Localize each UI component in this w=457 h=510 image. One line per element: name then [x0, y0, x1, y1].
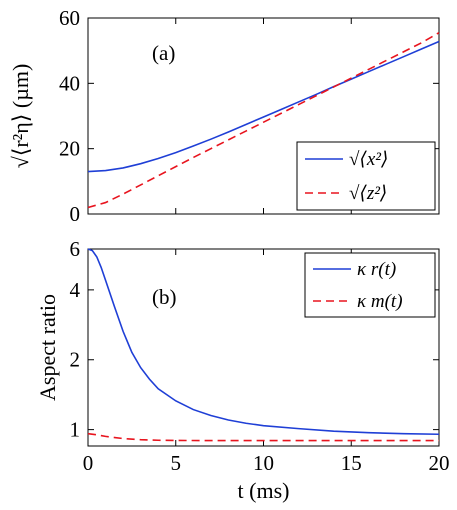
y-tick-label: 1 — [70, 418, 81, 442]
legend-box — [296, 141, 436, 211]
series-line — [87, 432, 439, 442]
legend-entry: √⟨x²⟩ — [349, 149, 388, 170]
y-tick-label: 20 — [59, 137, 80, 161]
legend: κ r(t) κ m(t) — [304, 252, 436, 318]
y-tick-label: 2 — [70, 348, 81, 372]
panel-label: (a) — [152, 41, 175, 65]
x-tick-label: 10 — [253, 451, 274, 475]
legend-entry: √⟨z²⟩ — [349, 183, 387, 204]
y-tick-label: 60 — [59, 6, 80, 30]
y-axis-label: Aspect ratio — [35, 294, 60, 401]
legend-box — [304, 252, 436, 318]
x-tick-label: 0 — [83, 451, 94, 475]
series-line — [87, 32, 440, 209]
series-line — [87, 40, 440, 173]
legend-entry: κ r(t) — [357, 259, 396, 280]
y-tick-label: 4 — [70, 278, 81, 302]
x-tick-label: 20 — [429, 451, 450, 475]
legend-entry: κ m(t) — [357, 291, 403, 312]
x-tick-label: 5 — [171, 451, 182, 475]
series-line — [87, 248, 440, 436]
y-axis-label: √⟨r²η⟩ (µm) — [8, 64, 33, 169]
x-axis-label: t (ms) — [238, 478, 290, 503]
x-tick-label: 15 — [341, 451, 362, 475]
y-tick-label: 40 — [59, 71, 80, 95]
panel-label: (b) — [152, 285, 177, 309]
legend: √⟨x²⟩ √⟨z²⟩ — [296, 141, 436, 211]
panel-a: 0 20 40 60 (a) √⟨r²η⟩ (µm) √⟨x²⟩ √⟨z²⟩ — [8, 6, 440, 226]
y-tick-label: 0 — [70, 202, 81, 226]
y-tick-label: 6 — [70, 237, 81, 261]
